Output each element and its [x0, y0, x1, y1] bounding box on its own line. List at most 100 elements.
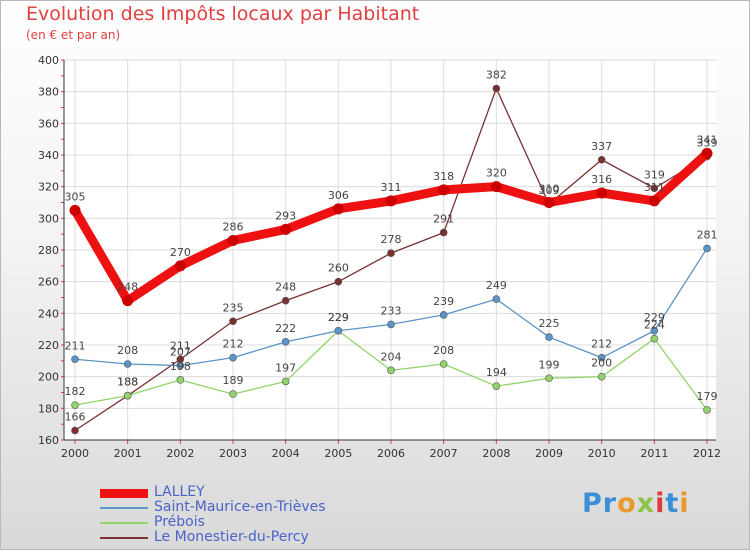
data-label: 270 — [170, 246, 191, 259]
data-point — [174, 260, 186, 272]
data-point — [281, 377, 290, 386]
x-tick-label: 2009 — [535, 447, 563, 460]
data-label: 318 — [433, 170, 454, 183]
data-label: 311 — [644, 181, 665, 194]
data-point — [650, 326, 659, 335]
data-point — [122, 295, 134, 307]
y-tick-label: 360 — [38, 117, 59, 130]
data-point — [703, 244, 711, 253]
data-label: 166 — [65, 411, 86, 424]
y-tick-label: 260 — [38, 276, 59, 289]
data-point — [71, 401, 79, 409]
x-tick-label: 2008 — [482, 447, 510, 460]
data-point — [596, 187, 608, 199]
x-tick-label: 2011 — [640, 447, 668, 460]
data-point — [701, 147, 713, 159]
data-label: 239 — [433, 295, 454, 308]
data-label: 320 — [486, 167, 507, 180]
data-label: 211 — [65, 339, 86, 352]
data-label: 179 — [697, 390, 718, 403]
data-point — [229, 317, 237, 326]
data-label: 199 — [539, 358, 560, 371]
data-label: 278 — [381, 233, 402, 246]
data-point — [703, 406, 711, 414]
data-point — [69, 204, 81, 216]
data-point — [176, 361, 185, 370]
y-tick-label: 240 — [38, 307, 59, 320]
legend-swatch — [100, 507, 148, 509]
data-label: 281 — [697, 228, 718, 241]
data-label: 211 — [170, 339, 191, 352]
data-point — [281, 296, 290, 305]
data-point — [648, 195, 660, 207]
x-tick-label: 2005 — [324, 447, 352, 460]
data-label: 200 — [591, 357, 612, 370]
data-point — [387, 320, 395, 329]
legend-swatch — [100, 522, 148, 524]
data-point — [123, 360, 132, 368]
data-label: 310 — [539, 183, 560, 196]
legend-label: Le Monestier-du-Percy — [154, 529, 309, 545]
data-point — [387, 249, 395, 257]
data-label: 182 — [65, 385, 86, 398]
y-tick-label: 280 — [38, 244, 59, 257]
data-label: 212 — [223, 338, 244, 351]
data-label: 305 — [65, 190, 86, 203]
data-point — [439, 360, 448, 368]
data-label: 207 — [170, 346, 191, 359]
legend-label: Prébois — [154, 514, 205, 530]
y-tick-label: 160 — [38, 434, 59, 447]
data-point — [597, 372, 606, 381]
data-point — [490, 181, 502, 193]
data-label: 194 — [486, 366, 507, 379]
data-point — [438, 184, 450, 196]
data-point — [650, 334, 659, 343]
data-label: 208 — [117, 344, 138, 357]
data-point — [334, 326, 343, 335]
data-label: 197 — [275, 361, 296, 374]
y-tick-label: 340 — [38, 149, 59, 162]
x-tick-label: 2002 — [166, 447, 194, 460]
proxiti-logo: Proxiti — [582, 488, 690, 519]
data-point — [597, 155, 606, 164]
y-tick-label: 180 — [38, 402, 59, 415]
chart-subtitle: (en € et par an) — [26, 28, 121, 42]
data-point — [597, 353, 606, 362]
data-label: 224 — [644, 319, 665, 332]
data-point — [492, 382, 501, 390]
data-label: 189 — [223, 374, 244, 387]
data-point — [543, 197, 555, 208]
data-label: 341 — [697, 133, 718, 146]
y-tick-label: 200 — [38, 371, 59, 384]
data-label: 212 — [591, 338, 612, 351]
x-tick-label: 2010 — [588, 447, 616, 460]
data-point — [332, 203, 344, 215]
data-point — [280, 223, 292, 235]
data-label: 293 — [275, 209, 296, 222]
x-tick-label: 2007 — [430, 447, 458, 460]
y-tick-label: 220 — [38, 339, 59, 352]
data-point — [650, 184, 659, 193]
x-tick-label: 2006 — [377, 447, 405, 460]
data-label: 229 — [644, 311, 665, 324]
data-label: 311 — [381, 181, 402, 194]
x-tick-label: 2012 — [693, 447, 721, 460]
data-label: 229 — [328, 311, 349, 324]
data-label: 309 — [539, 184, 560, 197]
legend-label: Saint-Maurice-en-Trièves — [154, 499, 326, 515]
x-tick-label: 2004 — [272, 447, 300, 460]
x-tick-label: 2000 — [61, 447, 89, 460]
legend-swatch — [100, 537, 148, 539]
y-tick-label: 300 — [38, 212, 59, 225]
legend-label: LALLEY — [154, 484, 205, 500]
data-label: 249 — [486, 279, 507, 292]
data-label: 229 — [328, 311, 349, 324]
data-point — [334, 277, 343, 286]
data-label: 339 — [697, 137, 718, 150]
data-label: 235 — [223, 301, 244, 314]
chart-title: Evolution des Impôts locaux par Habitant — [26, 3, 420, 25]
data-point — [71, 426, 79, 435]
data-point — [439, 228, 448, 237]
data-label: 188 — [117, 376, 138, 389]
data-label: 248 — [117, 281, 138, 294]
